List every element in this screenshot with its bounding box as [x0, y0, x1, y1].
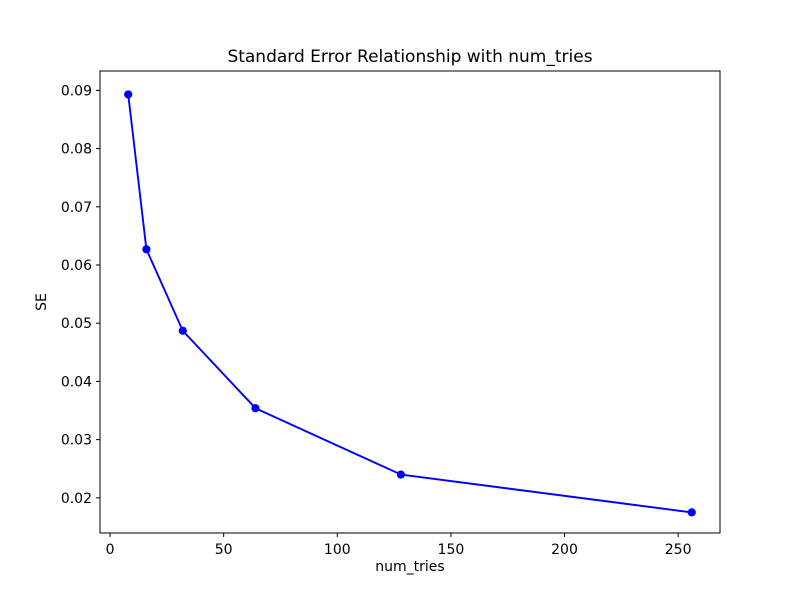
chart-title: Standard Error Relationship with num_tri… [227, 47, 592, 67]
x-tick-label: 0 [106, 542, 115, 558]
data-point [396, 470, 406, 479]
y-tick-label: 0.08 [61, 142, 92, 158]
data-point [687, 508, 696, 517]
y-tick-label: 0.07 [61, 200, 92, 216]
x-axis-label: num_tries [375, 559, 444, 575]
y-tick-label: 0.03 [61, 433, 92, 449]
y-tick-label: 0.02 [61, 491, 92, 507]
data-point [124, 90, 133, 99]
y-tick-label: 0.04 [61, 374, 92, 390]
plot-area: 0 50 100 150 200 250 0.02 0.03 0.04 0.05 0.06 0.07 0… [61, 70, 721, 558]
y-tick-label: 0.06 [61, 258, 92, 274]
x-tick-label: 150 [438, 542, 465, 558]
y-axis-label: SE [34, 293, 50, 311]
x-tick-label: 250 [665, 542, 692, 558]
x-tick-label: 100 [324, 542, 351, 558]
y-tick-label: 0.05 [61, 316, 92, 332]
data-point [178, 326, 187, 335]
x-tick-label: 50 [215, 542, 233, 558]
y-tick-label: 0.09 [61, 83, 92, 99]
x-tick-label: 200 [551, 542, 578, 558]
data-point [142, 245, 151, 254]
data-line [127, 93, 693, 514]
data-point [251, 404, 260, 413]
axes-frame [99, 70, 721, 534]
